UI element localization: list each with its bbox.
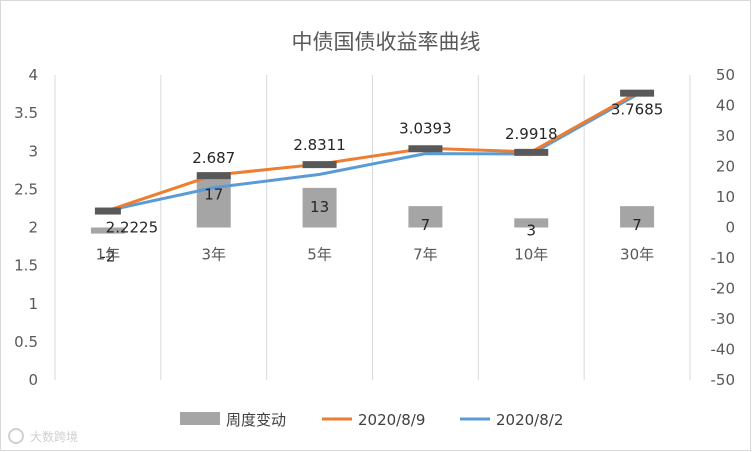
y-right-tick-label: 40 <box>716 97 735 115</box>
y-left-tick-label: 0 <box>28 371 38 389</box>
line-series <box>106 91 639 212</box>
bar-weekly-change <box>408 206 443 228</box>
line-point-marker <box>196 172 231 180</box>
bar-data-label: 13 <box>310 198 329 216</box>
line-point-marker <box>620 89 655 97</box>
axes: 0 0.5 1 1.5 2 2.5 3 3.5 4 -50 -40 -30 -20 -10 0 10 20 30 4… <box>14 66 735 389</box>
y-left-tick-label: 3.5 <box>14 104 38 122</box>
watermark: 大数跨境 <box>8 428 78 444</box>
y-left-tick-label: 0.5 <box>14 333 38 351</box>
x-tick-label: 3年 <box>201 246 226 264</box>
legend-label: 2020/8/9 <box>358 411 425 429</box>
y-right-tick-label: 10 <box>716 188 735 206</box>
line-point-marker <box>408 145 443 153</box>
line-data-label: 2.2225 <box>106 219 159 237</box>
bar-data-label: 7 <box>421 216 431 234</box>
line-data-label: 2.9918 <box>505 125 558 143</box>
bar-data-label: 7 <box>632 216 642 234</box>
y-left-tick-label: 1 <box>28 295 38 313</box>
line-data-label: 3.0393 <box>399 119 452 137</box>
watermark-logo-icon <box>8 428 24 444</box>
line-data-label: 2.687 <box>192 149 235 167</box>
x-tick-label: 7年 <box>413 246 438 264</box>
data-labels: -2 17 13 7 3 7 2.2225 2.687 2.8311 3.0393 2.9918 3.… <box>100 101 663 266</box>
chart-title: 中债国债收益率曲线 <box>292 30 481 54</box>
bar-data-label: 3 <box>526 222 536 240</box>
y-right-tick-label: -50 <box>711 371 736 389</box>
bar-weekly-change <box>302 187 337 228</box>
x-tick-label: 5年 <box>307 246 332 264</box>
x-tick-label: 1年 <box>96 246 121 264</box>
line-data-label: 3.7685 <box>611 101 664 119</box>
bar-weekly-change <box>620 206 655 228</box>
watermark-text: 大数跨境 <box>30 429 78 444</box>
x-tick-label: 30年 <box>620 246 654 264</box>
y-right-tick-label: -30 <box>711 310 736 328</box>
line-point-marker <box>94 207 121 215</box>
y-right-tick-label: 0 <box>725 219 735 237</box>
y-right-tick-label: 30 <box>716 127 735 145</box>
x-tick-label: 10年 <box>514 246 548 264</box>
line-2020/8/2 <box>106 93 639 212</box>
line-2020/8/9 <box>106 91 639 212</box>
bar-data-label: -2 <box>100 248 115 266</box>
y-right-tick-label: -10 <box>711 249 736 267</box>
bar-weekly-change <box>90 227 125 234</box>
y-right-tick-label: 20 <box>716 158 735 176</box>
y-right-tick-label: -40 <box>711 341 736 359</box>
y-right-tick-label: -20 <box>711 280 736 298</box>
line-data-label: 2.8311 <box>293 136 346 154</box>
bar-series <box>90 175 655 234</box>
y-right-tick-label: 50 <box>716 66 735 84</box>
markers <box>94 89 655 215</box>
bar-weekly-change <box>514 218 549 228</box>
line-point-marker <box>514 148 549 156</box>
y-left-tick-label: 1.5 <box>14 257 38 275</box>
line-point-marker <box>302 161 337 169</box>
y-left-tick-label: 2 <box>28 219 38 237</box>
legend-swatch-bar <box>180 412 220 425</box>
y-left-tick-label: 4 <box>28 66 38 84</box>
y-left-tick-label: 2.5 <box>14 180 38 198</box>
y-left-tick-label: 3 <box>28 142 38 160</box>
bar-data-label: 17 <box>204 186 223 204</box>
legend[interactable]: 周度变动 2020/8/9 2020/8/2 <box>180 411 563 429</box>
legend-label: 2020/8/2 <box>496 411 563 429</box>
legend-label: 周度变动 <box>226 411 286 429</box>
bar-weekly-change <box>196 175 231 228</box>
